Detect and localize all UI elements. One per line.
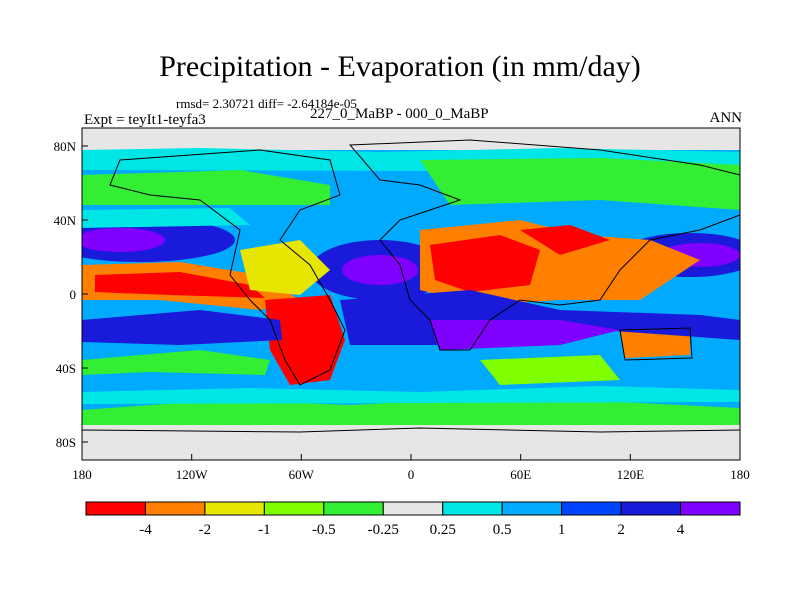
- equatorial-wet-core: [430, 320, 620, 350]
- colorbar-swatch: [85, 501, 146, 516]
- colorbar-swatch: [442, 501, 503, 516]
- lon-tick-label: 60E: [510, 467, 531, 482]
- lat-tick-label: 40N: [54, 213, 77, 228]
- lat-tick-label: 80S: [56, 435, 76, 450]
- equatorial-wet-west: [82, 310, 282, 345]
- colorbar-swatch: [680, 501, 741, 516]
- season-label: ANN: [709, 110, 743, 126]
- coastlines: [82, 139, 740, 433]
- colorbar-label: 1: [558, 522, 566, 538]
- experiment-label: Expt = teyIt1-teyfa3: [84, 112, 206, 128]
- colorbar-label: -0.25: [368, 522, 399, 538]
- colorbar-label: -4: [139, 522, 152, 538]
- lon-tick-label: 180: [730, 467, 750, 482]
- colorbar-swatch: [263, 501, 325, 516]
- lon-tick-label: 0: [408, 467, 415, 482]
- field-layer: [82, 128, 740, 460]
- arctic-field: [82, 128, 740, 150]
- southern-ocean-band: [82, 398, 740, 425]
- stats-text: rmsd= 2.30721 diff= -2.64184e-05: [176, 96, 357, 111]
- colorbar-label: 4: [677, 522, 685, 538]
- pacific-west-core: [82, 228, 165, 252]
- colorbar-swatch: [620, 501, 682, 516]
- lat-tick-label: 80N: [54, 139, 77, 154]
- south-lightgreen: [480, 355, 620, 385]
- colorbar-label: 0.5: [493, 522, 512, 538]
- colorbar-swatch: [501, 501, 563, 516]
- colorbar-labels: -4 -2 -1 -0.5 -0.25 0.25 0.5 1 2 4: [139, 522, 685, 538]
- colorbar-swatch: [323, 501, 384, 516]
- pangea-outline: [348, 139, 740, 351]
- pangea-dry-red-2: [520, 225, 610, 255]
- lon-tick-label: 180: [72, 467, 92, 482]
- colorbar-label: -0.5: [312, 522, 336, 538]
- tick-marks: [81, 145, 741, 460]
- australia-outline: [619, 327, 693, 361]
- south-green-band: [82, 350, 270, 375]
- period-label: 227_0_MaBP - 000_0_MaBP: [310, 106, 489, 122]
- central-yellow: [240, 240, 330, 295]
- central-purple-core: [342, 255, 418, 285]
- colorbar-swatch: [382, 501, 444, 516]
- pangea-dry-red: [430, 235, 540, 292]
- lat-tick-label: 0: [70, 287, 77, 302]
- lon-tick-label: 120E: [617, 467, 645, 482]
- southern-cyan-band: [82, 386, 740, 404]
- australia-dry: [620, 330, 690, 358]
- north-cyan-strip: [82, 208, 250, 228]
- lon-tick-label: 120W: [176, 467, 209, 482]
- plot-title: Precipitation - Evaporation (in mm/day): [159, 50, 641, 83]
- colorbar-label: 2: [617, 522, 625, 538]
- north-green-band: [82, 170, 330, 205]
- colorbar: [85, 501, 741, 516]
- colorbar-label: 0.25: [430, 522, 456, 538]
- eurasia-green: [420, 158, 740, 210]
- colorbar-swatch: [144, 501, 206, 516]
- south-dry-red: [265, 295, 345, 385]
- colorbar-label: -1: [258, 522, 271, 538]
- west-continent-outline: [109, 149, 346, 386]
- colorbar-swatch: [204, 501, 265, 516]
- lon-tick-label: 60W: [289, 467, 315, 482]
- antarctica-outline: [82, 427, 740, 433]
- lat-tick-label: 40S: [56, 361, 76, 376]
- colorbar-label: -2: [199, 522, 212, 538]
- colorbar-swatch: [561, 501, 622, 516]
- pacific-dry-red: [95, 272, 265, 298]
